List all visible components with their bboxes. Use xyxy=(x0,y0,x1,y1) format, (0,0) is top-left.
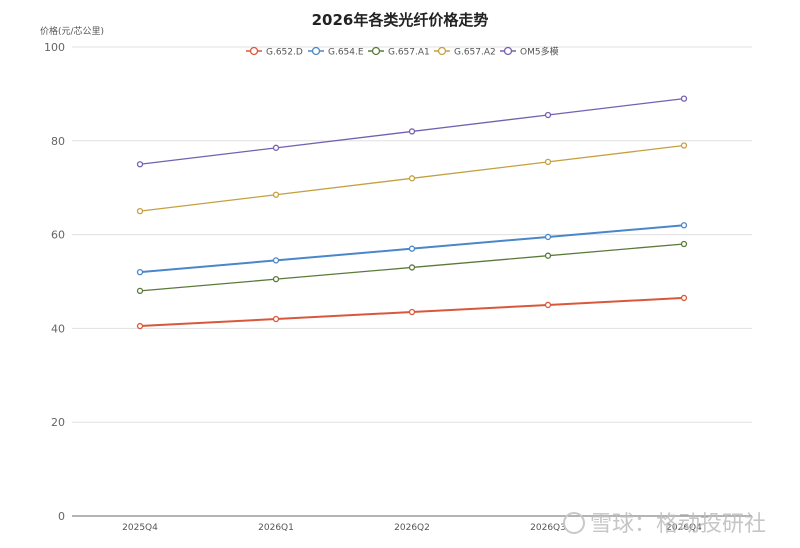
data-point[interactable] xyxy=(136,287,144,295)
legend-marker-icon xyxy=(371,46,381,56)
legend-label: G.657.A2 xyxy=(454,48,496,58)
data-point[interactable] xyxy=(408,245,416,252)
watermark-text: 雪球：格动投研社 xyxy=(590,512,766,537)
x-tick-label: 2026Q3 xyxy=(530,523,566,533)
y-tick-label: 20 xyxy=(51,416,65,429)
legend-item[interactable]: G.654.E xyxy=(308,46,364,58)
chart-title: 2026年各类光纤价格走势 xyxy=(312,11,489,29)
legend-marker-icon xyxy=(249,46,259,56)
data-point[interactable] xyxy=(680,142,688,149)
watermark: 雪球：格动投研社 xyxy=(563,512,766,537)
series-lines xyxy=(136,95,688,330)
gridlines: 0 20 40 60 80 100 xyxy=(44,41,752,523)
series-G.652.D xyxy=(136,294,688,330)
data-point[interactable] xyxy=(136,268,144,276)
y-axis-label: 价格(元/芯公里) xyxy=(40,25,104,37)
y-tick-label: 100 xyxy=(44,41,65,54)
data-point[interactable] xyxy=(680,240,688,248)
data-point[interactable] xyxy=(408,308,416,316)
data-point[interactable] xyxy=(136,161,144,168)
series-G.657.A1 xyxy=(136,240,688,295)
legend-label: OM5多模 xyxy=(520,46,559,58)
legend-label: G.657.A1 xyxy=(388,48,430,58)
y-tick-label: 0 xyxy=(58,510,65,523)
data-point[interactable] xyxy=(544,233,552,241)
watermark-logo-icon xyxy=(563,512,585,534)
y-tick-label: 60 xyxy=(51,229,65,242)
x-axis: 2025Q4 2026Q1 2026Q2 2026Q3 2026Q4 xyxy=(122,523,702,533)
x-tick-label: 2025Q4 xyxy=(122,523,158,533)
legend-marker-icon xyxy=(311,46,321,56)
data-point[interactable] xyxy=(272,315,280,323)
series-G.657.A2 xyxy=(136,142,688,215)
legend-marker-icon xyxy=(437,46,447,56)
legend-label: G.654.E xyxy=(328,48,364,58)
y-tick-label: 40 xyxy=(51,322,65,335)
data-point[interactable] xyxy=(272,276,280,283)
legend-item[interactable]: G.652.D xyxy=(246,46,303,58)
x-tick-label: 2026Q2 xyxy=(394,523,430,533)
data-point[interactable] xyxy=(544,252,552,259)
data-point[interactable] xyxy=(136,322,144,330)
data-point[interactable] xyxy=(544,301,552,309)
data-point[interactable] xyxy=(408,264,416,271)
legend-item[interactable]: G.657.A2 xyxy=(434,46,496,58)
legend-item[interactable]: G.657.A1 xyxy=(368,46,430,58)
data-point[interactable] xyxy=(272,257,280,264)
x-tick-label: 2026Q1 xyxy=(258,523,294,533)
data-point[interactable] xyxy=(544,111,552,119)
data-point[interactable] xyxy=(680,294,688,302)
data-point[interactable] xyxy=(680,95,688,102)
series-G.654.E xyxy=(136,222,688,276)
legend-label: G.652.D xyxy=(266,48,303,58)
data-point[interactable] xyxy=(408,175,416,182)
data-point[interactable] xyxy=(136,207,144,215)
x-tick-label: 2026Q4 xyxy=(666,523,702,533)
legend: G.652.D G.654.E G.657.A1 G.657.A2 OM5多模 xyxy=(246,46,559,58)
legend-marker-icon xyxy=(503,46,513,56)
data-point[interactable] xyxy=(680,222,688,229)
data-point[interactable] xyxy=(408,128,416,135)
data-point[interactable] xyxy=(272,191,280,198)
legend-item[interactable]: OM5多模 xyxy=(500,46,559,58)
data-point[interactable] xyxy=(272,144,280,151)
y-tick-label: 80 xyxy=(51,135,65,148)
data-point[interactable] xyxy=(544,158,552,166)
series-OM5多模 xyxy=(136,95,688,168)
